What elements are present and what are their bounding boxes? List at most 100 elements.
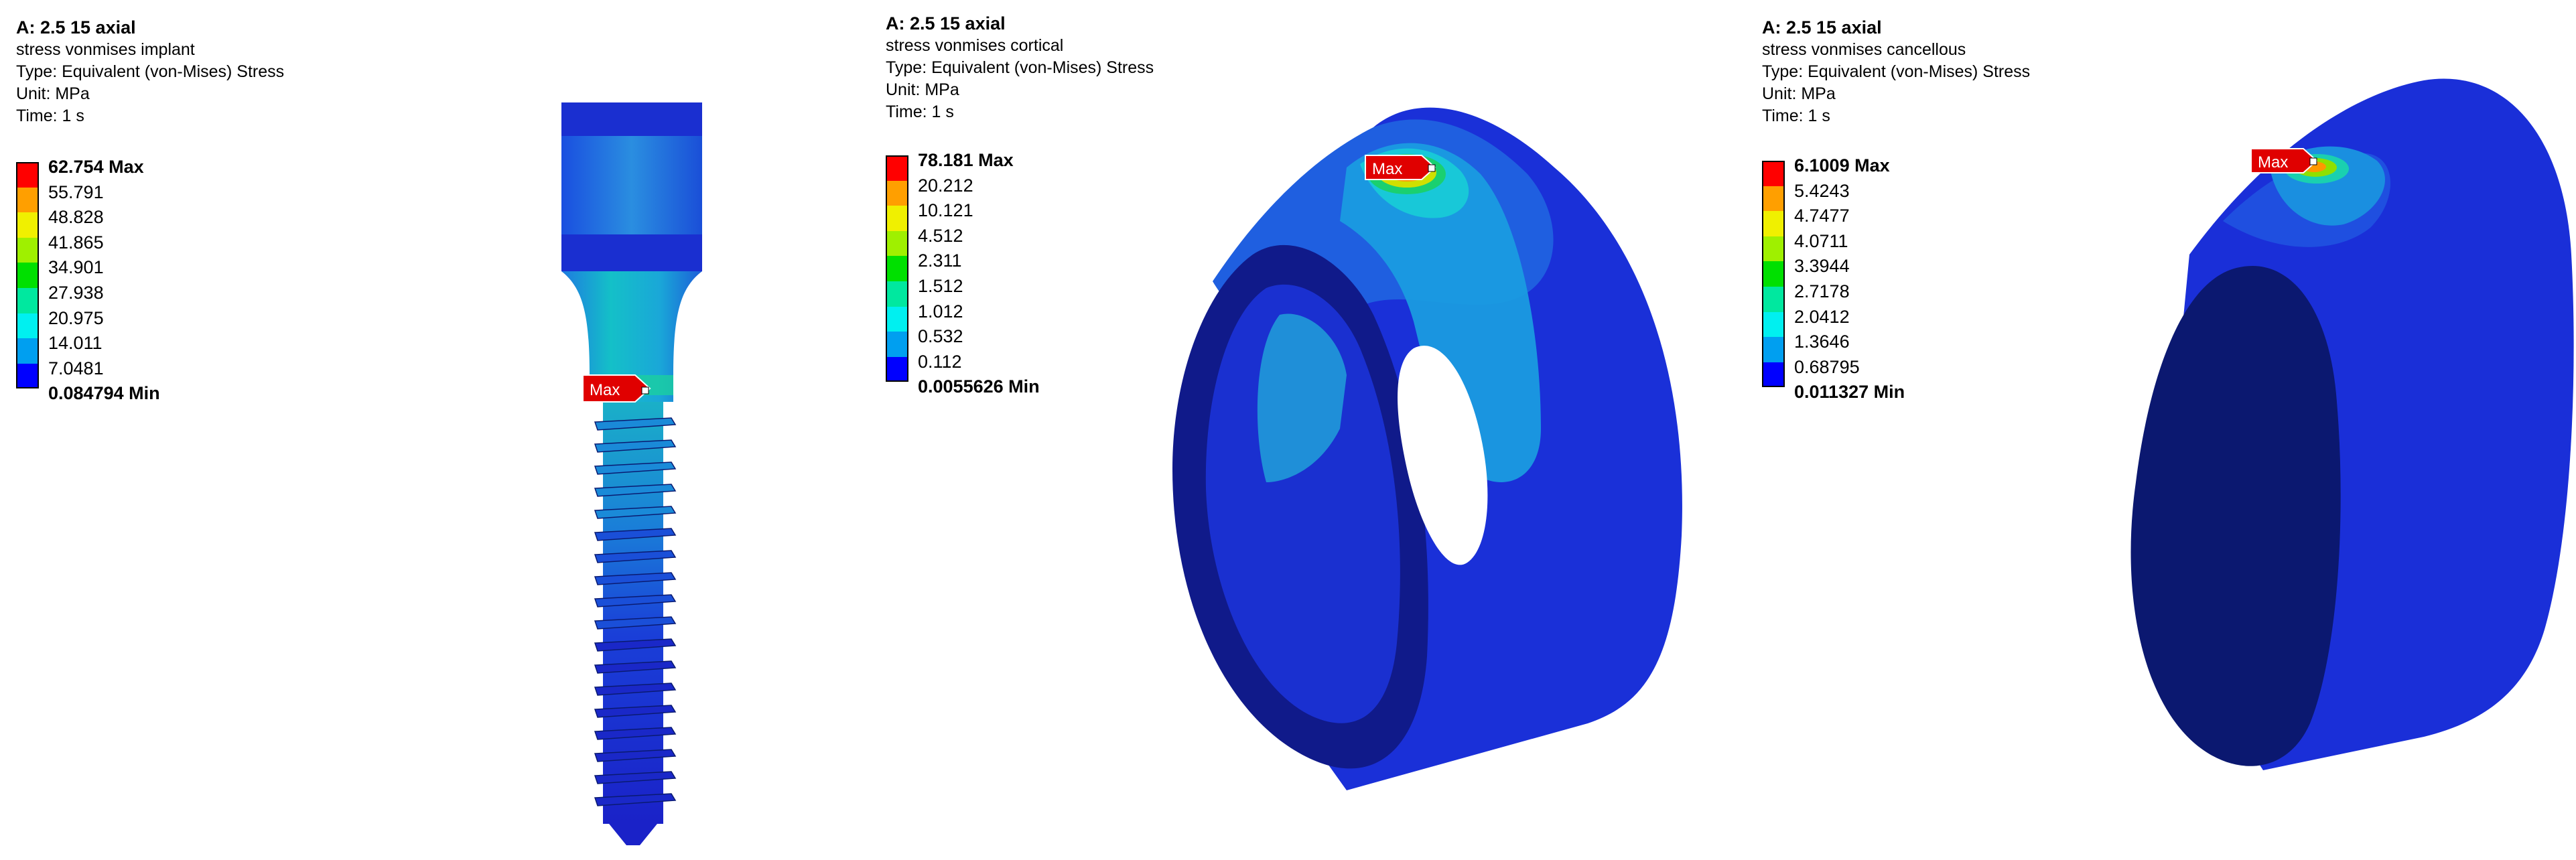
analysis-title: A: 2.5 15 axial: [1762, 17, 1882, 38]
thread-ridge: [594, 660, 677, 674]
thread-ridge: [594, 749, 677, 762]
thread-ridge: [594, 461, 677, 475]
thread-ridge: [594, 594, 677, 607]
legend-color-swatch: [1762, 311, 1785, 338]
implant-neck: [561, 271, 702, 402]
legend-value-label: 20.975: [48, 307, 104, 328]
thread-ridge: [594, 638, 677, 652]
legend-max-label: 78.181 Max: [918, 150, 1014, 170]
legend-color-swatch: [16, 263, 39, 288]
legend-color-swatch: [886, 281, 908, 307]
legend-color-swatch: [16, 162, 39, 188]
analysis-title: A: 2.5 15 axial: [16, 17, 136, 38]
implant-head-collar: [561, 234, 702, 271]
legend-color-swatch: [1762, 286, 1785, 312]
legend-value-label: 14.011: [48, 333, 103, 354]
legend-color-swatch: [886, 256, 908, 281]
legend-value-label: 1.012: [918, 301, 963, 321]
thread-ridge: [594, 439, 677, 453]
result-header: A: 2.5 15 axial stress vonmises cortical…: [886, 12, 1154, 123]
legend-value-label: 0.68795: [1794, 356, 1860, 377]
legend-color-swatch: [16, 212, 39, 238]
svg-text:Max: Max: [590, 381, 620, 399]
cancellous-panel: A: 2.5 15 axial stress vonmises cancello…: [1754, 0, 2576, 860]
result-header: A: 2.5 15 axial stress vonmises implant …: [16, 16, 284, 127]
implant-threads: [594, 417, 677, 806]
legend-value-label: 0.532: [918, 326, 963, 347]
legend-max-label: 62.754 Max: [48, 157, 144, 177]
result-type: Type: Equivalent (von-Mises) Stress: [1762, 62, 2031, 81]
legend-value-label: 41.865: [48, 232, 104, 253]
result-unit: Unit: MPa: [1762, 84, 1836, 103]
legend-value-label: 55.791: [48, 182, 104, 202]
thread-ridge: [594, 793, 677, 806]
svg-text:Max: Max: [2258, 153, 2288, 171]
legend-value-label: 4.0711: [1794, 230, 1848, 251]
legend-min-label: 0.011327 Min: [1794, 382, 1905, 403]
legend-color-swatch: [16, 313, 39, 339]
implant-head-body: [561, 136, 702, 234]
legend-value-label: 2.311: [918, 250, 962, 271]
legend-value-label: 27.938: [48, 282, 104, 303]
result-header: A: 2.5 15 axial stress vonmises cancello…: [1762, 16, 2030, 127]
result-name: stress vonmises implant: [16, 40, 195, 59]
legend-color-swatch: [886, 356, 908, 382]
legend-color-swatch: [886, 306, 908, 332]
legend-color-swatch: [16, 187, 39, 213]
legend-value-label: 3.3944: [1794, 256, 1850, 277]
legend-value-label: 0.112: [918, 351, 962, 372]
analysis-title: A: 2.5 15 axial: [886, 13, 1006, 33]
thread-ridge: [594, 550, 677, 563]
legend-color-swatch: [1762, 236, 1785, 262]
cancellous-model-view[interactable]: Max: [1754, 0, 2576, 860]
legend-value-label: 2.7178: [1794, 281, 1850, 301]
screw-hole: [1398, 346, 1488, 565]
legend-color-swatch: [886, 180, 908, 206]
legend-color-swatch: [1762, 186, 1785, 212]
legend-min-label: 0.0055626 Min: [918, 376, 1040, 397]
thread-ridge: [594, 572, 677, 585]
thread-ridge: [594, 727, 677, 740]
legend-value-label: 48.828: [48, 207, 104, 228]
legend-value-label: 4.7477: [1794, 206, 1850, 226]
legend-color-swatch: [1762, 337, 1785, 362]
legend-color-swatch: [1762, 261, 1785, 287]
legend-value-label: 1.512: [918, 275, 963, 296]
implant-model-view[interactable]: Max: [0, 0, 871, 860]
legend-value-label: 1.3646: [1794, 332, 1850, 352]
result-type: Type: Equivalent (von-Mises) Stress: [886, 58, 1154, 77]
thread-ridge: [594, 484, 677, 497]
cortical-model-view[interactable]: Max: [878, 0, 1749, 860]
legend-min-label: 0.084794 Min: [48, 383, 160, 404]
svg-text:Max: Max: [1372, 160, 1402, 178]
legend-color-swatch: [886, 206, 908, 231]
thread-ridge: [594, 528, 677, 541]
legend-color-swatch: [886, 230, 908, 257]
result-time: Time: 1 s: [1762, 106, 1830, 125]
legend-color-swatch: [16, 363, 39, 389]
thread-ridge: [594, 683, 677, 696]
result-name: stress vonmises cancellous: [1762, 40, 1966, 59]
legend-value-label: 7.0481: [48, 358, 104, 378]
implant-panel: A: 2.5 15 axial stress vonmises implant …: [0, 0, 871, 860]
thread-ridge: [594, 771, 677, 784]
cortical-panel: A: 2.5 15 axial stress vonmises cortical…: [878, 0, 1749, 860]
legend-color-swatch: [886, 332, 908, 357]
result-name: stress vonmises cortical: [886, 36, 1064, 55]
result-time: Time: 1 s: [16, 106, 84, 125]
thread-ridge: [594, 417, 677, 431]
legend-value-label: 5.4243: [1794, 180, 1850, 201]
legend-value-label: 2.0412: [1794, 306, 1850, 327]
max-marker: Max: [582, 374, 651, 403]
thread-ridge: [594, 506, 677, 519]
legend-value-label: 4.512: [918, 225, 963, 246]
legend-color-swatch: [16, 287, 39, 313]
max-marker: Max: [1365, 155, 1436, 180]
result-time: Time: 1 s: [886, 102, 954, 121]
max-marker: Max: [2250, 148, 2318, 173]
result-unit: Unit: MPa: [16, 84, 90, 103]
legend-color-swatch: [16, 338, 39, 364]
thread-ridge: [594, 616, 677, 630]
legend-value-label: 34.901: [48, 257, 104, 278]
legend-color-swatch: [1762, 211, 1785, 236]
